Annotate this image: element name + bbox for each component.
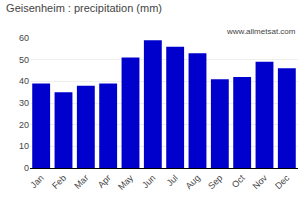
svg-text:0: 0 <box>24 163 29 173</box>
svg-text:60: 60 <box>19 33 29 43</box>
svg-text:Nov: Nov <box>251 172 270 191</box>
svg-text:Jan: Jan <box>28 173 45 190</box>
svg-text:40: 40 <box>19 76 29 86</box>
svg-text:www.allmetsat.com: www.allmetsat.com <box>226 27 296 36</box>
svg-text:20: 20 <box>19 120 29 130</box>
svg-text:Mar: Mar <box>72 173 90 191</box>
svg-text:Apr: Apr <box>96 173 113 190</box>
svg-text:10: 10 <box>19 141 29 151</box>
svg-text:Jul: Jul <box>165 173 180 188</box>
svg-text:Sep: Sep <box>206 173 224 191</box>
svg-text:Aug: Aug <box>184 173 202 191</box>
svg-text:May: May <box>116 172 135 191</box>
svg-text:Oct: Oct <box>230 172 247 189</box>
svg-text:50: 50 <box>19 55 29 65</box>
svg-text:Feb: Feb <box>50 173 68 191</box>
svg-text:30: 30 <box>19 98 29 108</box>
svg-text:Jun: Jun <box>140 173 157 190</box>
svg-text:Dec: Dec <box>273 172 292 191</box>
svg-text:Geisenheim : precipitation (mm: Geisenheim : precipitation (mm) <box>6 2 162 14</box>
